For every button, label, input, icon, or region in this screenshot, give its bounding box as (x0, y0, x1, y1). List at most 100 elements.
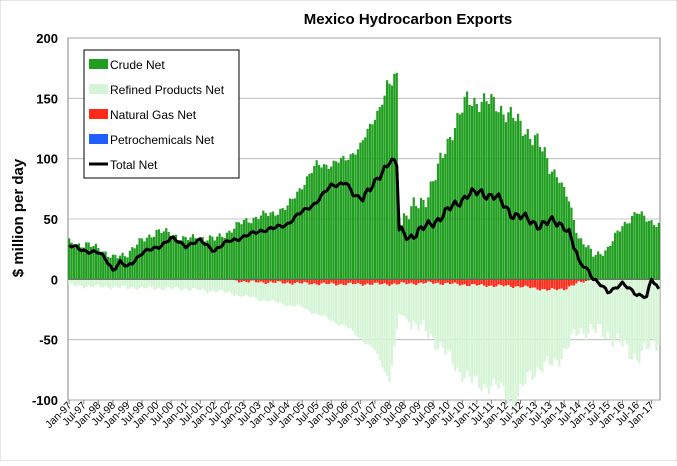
crude-net-bar (398, 229, 400, 280)
refined-products-net-bar (243, 281, 245, 296)
crude-net-bar (502, 115, 504, 280)
natural-gas-net-bar (328, 279, 330, 284)
natural-gas-net-bar (313, 279, 315, 283)
crude-net-bar (517, 114, 519, 280)
legend-label: Natural Gas Net (110, 108, 197, 122)
refined-products-net-bar (517, 286, 519, 396)
natural-gas-net-bar (417, 279, 419, 283)
refined-products-net-bar (643, 279, 645, 342)
natural-gas-net-bar (350, 279, 352, 282)
crude-net-bar (320, 168, 322, 280)
refined-products-net-bar (585, 281, 587, 341)
refined-products-net-bar (629, 279, 631, 359)
refined-products-net-bar (269, 282, 271, 301)
refined-products-net-bar (286, 282, 288, 306)
refined-products-net-bar (253, 280, 255, 296)
natural-gas-net-bar (565, 279, 567, 289)
refined-products-net-bar (119, 279, 121, 287)
refined-products-net-bar (502, 286, 504, 386)
y-tick-label: 100 (36, 152, 58, 167)
refined-products-net-bar (529, 288, 531, 370)
crude-net-bar (534, 135, 536, 279)
natural-gas-net-bar (502, 279, 504, 286)
crude-net-bar (655, 227, 657, 279)
legend-swatch (89, 109, 108, 119)
crude-net-bar (549, 174, 551, 279)
crude-net-bar (384, 96, 386, 280)
natural-gas-net-bar (369, 279, 371, 285)
refined-products-net-bar (519, 288, 521, 385)
natural-gas-net-bar (515, 279, 517, 286)
refined-products-net-bar (369, 285, 371, 345)
crude-net-bar (73, 247, 75, 279)
crude-net-bar (272, 212, 274, 280)
crude-net-bar (88, 243, 90, 280)
refined-products-net-bar (294, 283, 296, 306)
crude-net-bar (417, 208, 419, 279)
crude-net-bar (354, 155, 356, 280)
refined-products-net-bar (595, 279, 597, 333)
crude-net-bar (323, 164, 325, 279)
natural-gas-net-bar (510, 279, 512, 287)
natural-gas-net-bar (493, 279, 495, 287)
natural-gas-net-bar (274, 279, 276, 283)
refined-products-net-bar (388, 286, 390, 382)
crude-net-bar (585, 247, 587, 279)
natural-gas-net-bar (396, 279, 398, 284)
refined-products-net-bar (401, 282, 403, 315)
natural-gas-net-bar (558, 279, 560, 289)
crude-net-bar (629, 223, 631, 279)
refined-products-net-bar (568, 287, 570, 348)
legend-swatch (89, 84, 108, 94)
natural-gas-net-bar (352, 279, 354, 284)
y-tick-label: -100 (32, 393, 58, 408)
refined-products-net-bar (580, 282, 582, 328)
crude-net-bar (425, 207, 427, 279)
refined-products-net-bar (524, 286, 526, 385)
crude-net-bar (621, 226, 623, 279)
refined-products-net-bar (126, 279, 128, 289)
natural-gas-net-bar (534, 279, 536, 287)
refined-products-net-bar (391, 284, 393, 365)
crude-net-bar (172, 235, 174, 279)
crude-net-bar (646, 222, 648, 280)
refined-products-net-bar (209, 279, 211, 291)
refined-products-net-bar (442, 285, 444, 348)
refined-products-net-bar (136, 279, 138, 290)
crude-net-bar (604, 250, 606, 279)
natural-gas-net-bar (413, 279, 415, 284)
crude-net-bar (556, 177, 558, 279)
crude-net-bar (75, 245, 77, 279)
refined-products-net-bar (464, 284, 466, 378)
natural-gas-net-bar (561, 279, 563, 288)
refined-products-net-bar (121, 279, 123, 285)
natural-gas-net-bar (468, 279, 470, 286)
natural-gas-net-bar (335, 279, 337, 285)
crude-net-bar (592, 257, 594, 280)
crude-net-bar (602, 256, 604, 279)
natural-gas-net-bar (345, 279, 347, 285)
refined-products-net-bar (233, 280, 235, 296)
refined-products-net-bar (262, 283, 264, 300)
crude-net-bar (257, 219, 259, 279)
refined-products-net-bar (318, 285, 320, 315)
refined-products-net-bar (194, 279, 196, 288)
crude-net-bar (337, 163, 339, 280)
legend-swatch (89, 59, 108, 69)
refined-products-net-bar (621, 279, 623, 347)
refined-products-net-bar (97, 279, 99, 284)
crude-net-bar (284, 210, 286, 279)
refined-products-net-bar (362, 286, 364, 342)
natural-gas-net-bar (500, 279, 502, 285)
refined-products-net-bar (590, 280, 592, 324)
refined-products-net-bar (291, 285, 293, 306)
refined-products-net-bar (85, 279, 87, 287)
natural-gas-net-bar (434, 279, 436, 283)
refined-products-net-bar (473, 284, 475, 376)
crude-net-bar (500, 106, 502, 279)
refined-products-net-bar (582, 283, 584, 334)
chart-title: Mexico Hydrocarbon Exports (304, 11, 512, 28)
natural-gas-net-bar (282, 279, 284, 283)
crude-net-bar (301, 189, 303, 279)
